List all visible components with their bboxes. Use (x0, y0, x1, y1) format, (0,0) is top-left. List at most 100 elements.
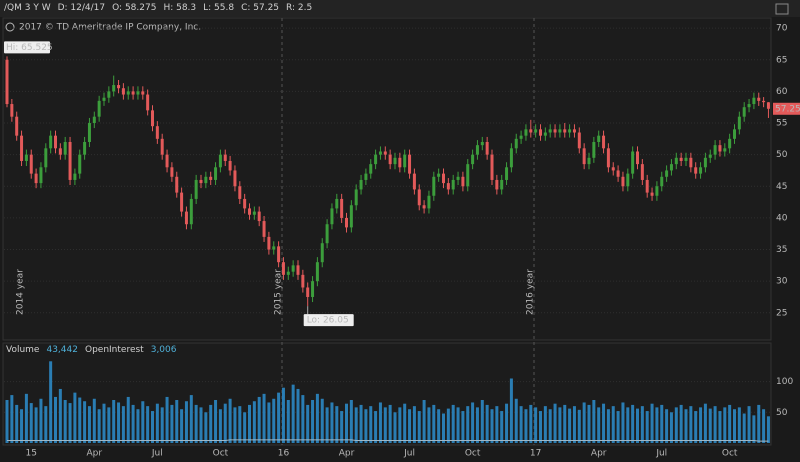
price-header: /QM 3 Y W D: 12/4/17 O: 58.275 H: 58.3 L: 55… (4, 3, 312, 13)
volume-bar (54, 396, 57, 443)
candle-body (563, 129, 567, 133)
candle-body (636, 151, 639, 165)
candle-body (495, 179, 499, 190)
candle-body (131, 91, 135, 95)
candle-body (602, 135, 606, 149)
header-bar (0, 0, 800, 17)
volume-bar (267, 402, 271, 443)
volume-bar (92, 398, 96, 443)
volume-bar (374, 411, 378, 443)
copyright: 2017 © TD Ameritrade IP Company, Inc. (19, 23, 201, 33)
y-tick-label: 45 (776, 182, 787, 192)
candle-body (437, 173, 441, 177)
candle-body (408, 154, 412, 174)
candle-body (248, 208, 251, 215)
last-price: 57.25 (775, 104, 800, 114)
volume-bar (684, 409, 688, 443)
candle-body (689, 157, 693, 168)
volume-bar (582, 402, 586, 443)
volume-bar (165, 396, 169, 443)
volume-bar (320, 398, 324, 443)
candle-body (311, 281, 315, 297)
volume-bar (703, 403, 707, 443)
info-icon[interactable] (5, 22, 15, 32)
candle-body (568, 129, 572, 133)
volume-bar (592, 400, 596, 443)
volume-bar (315, 393, 319, 443)
candle-body (359, 179, 363, 190)
header-item: L: 55.8 (203, 3, 235, 13)
volume-bar (485, 404, 489, 443)
candle-body (238, 186, 242, 199)
candle-body (92, 116, 96, 124)
open-interest-line (7, 439, 769, 442)
candle-body (398, 157, 402, 168)
volume-bar (412, 406, 416, 443)
candle-body (388, 154, 392, 165)
volume-bar (291, 384, 295, 443)
candle-body (189, 198, 193, 225)
volume-bar (461, 411, 465, 443)
volume-bar (718, 411, 722, 443)
volume-bar (553, 403, 557, 443)
volume-bar (383, 407, 387, 443)
candle-body (320, 243, 324, 263)
candle-body (315, 262, 319, 282)
volume-bar (301, 395, 305, 443)
volume-bar (597, 407, 601, 443)
volume-bar (674, 407, 678, 443)
volume-bar (330, 402, 334, 443)
volume-bar (577, 409, 581, 443)
window-button[interactable] (775, 3, 789, 15)
candle-body (626, 173, 630, 187)
x-tick-label: Oct (722, 449, 738, 459)
candle-body (112, 85, 116, 92)
volume-bar (451, 404, 455, 443)
volume-bar (446, 408, 450, 443)
volume-bar (15, 404, 19, 443)
candle-body (737, 116, 741, 130)
volume-bar (655, 407, 659, 443)
candle-body (742, 107, 746, 117)
volume-bar (359, 404, 363, 443)
volume-bar (180, 409, 184, 443)
volume-bar (762, 409, 766, 443)
x-tick-label: Apr (591, 449, 607, 459)
volume-bar (427, 407, 431, 443)
volume-bar (442, 413, 445, 443)
y-tick-label: 40 (776, 213, 788, 223)
year-label: 2014 year (16, 269, 26, 315)
candle-body (87, 123, 91, 142)
candle-body (10, 104, 14, 117)
volume-header-item: Volume (6, 345, 40, 355)
volume-bar (49, 361, 53, 443)
candle-body (49, 135, 53, 149)
volume-bar (519, 406, 523, 443)
volume-bar (626, 407, 630, 443)
volume-bar (199, 407, 203, 443)
candle-body (117, 85, 121, 89)
volume-bar (243, 412, 247, 443)
volume-bar (364, 409, 368, 443)
volume-bar (10, 395, 14, 443)
candle-body (505, 167, 509, 180)
volume-bar (708, 408, 712, 443)
candle-body (456, 176, 460, 180)
candle-body (412, 173, 416, 190)
volume-bar (689, 406, 693, 443)
candle-body (374, 154, 378, 165)
y-tick-label: 30 (776, 277, 788, 287)
candle-body (160, 138, 164, 155)
volume-bar (223, 403, 227, 443)
volume-bar (73, 392, 77, 443)
candle-body (694, 167, 698, 174)
volume-bar (669, 412, 673, 443)
header-item: C: 57.25 (241, 3, 280, 13)
volume-bar (650, 403, 654, 443)
candle-body (524, 129, 528, 136)
volume-bar (204, 412, 208, 443)
header-item: R: 2.5 (286, 3, 313, 13)
volume-bar (534, 407, 538, 443)
volume-tick-label: 50 (776, 408, 788, 418)
